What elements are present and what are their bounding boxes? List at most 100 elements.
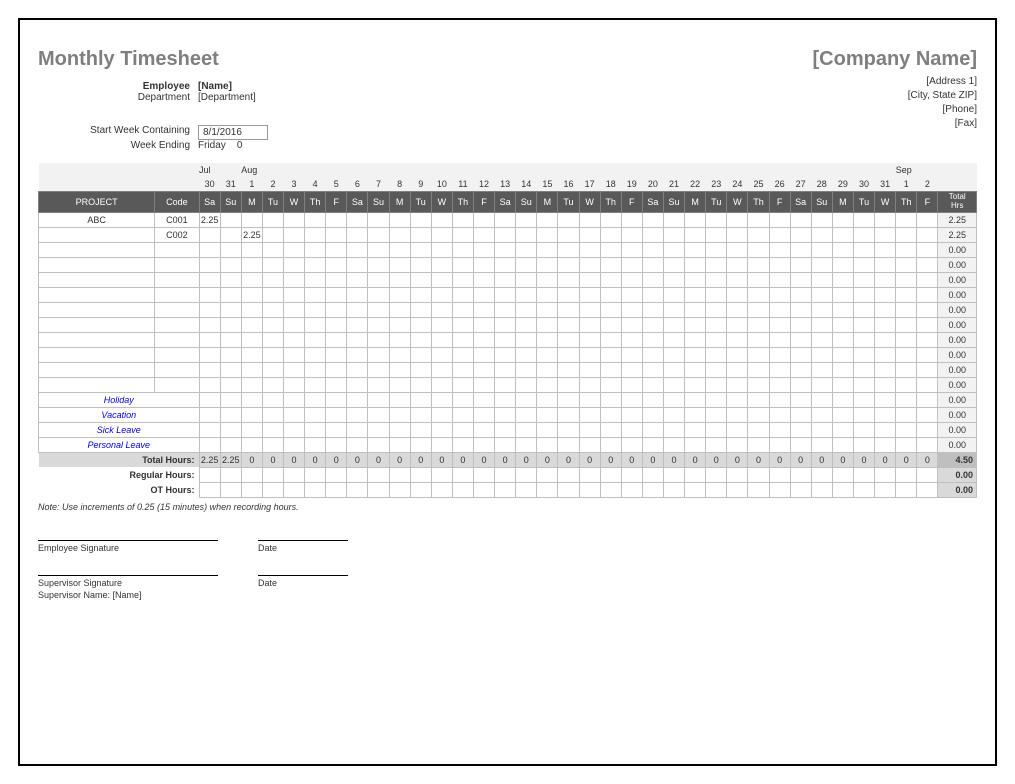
hour-cell[interactable] (727, 422, 748, 437)
hour-cell[interactable] (600, 317, 621, 332)
hour-cell[interactable] (241, 422, 262, 437)
ot-day-cell[interactable] (727, 482, 748, 497)
hour-cell[interactable] (473, 392, 494, 407)
regular-day-cell[interactable] (410, 467, 431, 482)
project-cell[interactable] (39, 332, 155, 347)
hour-cell[interactable] (663, 407, 684, 422)
hour-cell[interactable] (875, 422, 896, 437)
hour-cell[interactable] (431, 347, 452, 362)
hour-cell[interactable] (262, 392, 283, 407)
department-value[interactable]: [Department] (198, 92, 256, 103)
hour-cell[interactable] (305, 317, 326, 332)
hour-cell[interactable] (410, 272, 431, 287)
code-cell[interactable] (155, 257, 199, 272)
hour-cell[interactable] (410, 302, 431, 317)
ot-day-cell[interactable] (452, 482, 473, 497)
supervisor-name-value[interactable]: [Name] (113, 590, 142, 600)
hour-cell[interactable] (621, 362, 642, 377)
hour-cell[interactable] (811, 407, 832, 422)
hour-cell[interactable] (537, 362, 558, 377)
hour-cell[interactable] (832, 272, 853, 287)
hour-cell[interactable] (368, 302, 389, 317)
hour-cell[interactable] (790, 437, 811, 452)
regular-day-cell[interactable] (600, 467, 621, 482)
hour-cell[interactable] (663, 242, 684, 257)
hour-cell[interactable] (241, 212, 262, 227)
hour-cell[interactable] (896, 272, 917, 287)
hour-cell[interactable] (790, 392, 811, 407)
hour-cell[interactable] (685, 437, 706, 452)
project-cell[interactable] (39, 362, 155, 377)
hour-cell[interactable] (389, 422, 410, 437)
hour-cell[interactable] (410, 242, 431, 257)
regular-day-cell[interactable] (305, 467, 326, 482)
hour-cell[interactable] (284, 242, 305, 257)
ot-day-cell[interactable] (347, 482, 368, 497)
hour-cell[interactable] (220, 227, 241, 242)
ot-day-cell[interactable] (241, 482, 262, 497)
hour-cell[interactable] (621, 302, 642, 317)
hour-cell[interactable] (473, 287, 494, 302)
hour-cell[interactable] (220, 392, 241, 407)
hour-cell[interactable] (748, 257, 769, 272)
hour-cell[interactable] (706, 362, 727, 377)
hour-cell[interactable] (452, 212, 473, 227)
hour-cell[interactable] (706, 242, 727, 257)
hour-cell[interactable] (284, 317, 305, 332)
hour-cell[interactable] (896, 347, 917, 362)
hour-cell[interactable] (537, 437, 558, 452)
hour-cell[interactable] (769, 407, 790, 422)
hour-cell[interactable] (896, 302, 917, 317)
hour-cell[interactable] (642, 422, 663, 437)
hour-cell[interactable] (853, 272, 874, 287)
hour-cell[interactable] (347, 347, 368, 362)
hour-cell[interactable] (389, 212, 410, 227)
hour-cell[interactable] (748, 422, 769, 437)
hour-cell[interactable] (431, 437, 452, 452)
hour-cell[interactable] (896, 287, 917, 302)
hour-cell[interactable] (495, 227, 516, 242)
code-cell[interactable] (155, 332, 199, 347)
ot-day-cell[interactable] (473, 482, 494, 497)
hour-cell[interactable] (220, 212, 241, 227)
hour-cell[interactable] (811, 317, 832, 332)
hour-cell[interactable] (473, 212, 494, 227)
hour-cell[interactable] (790, 272, 811, 287)
hour-cell[interactable] (262, 347, 283, 362)
hour-cell[interactable] (199, 377, 220, 392)
hour-cell[interactable] (241, 377, 262, 392)
hour-cell[interactable] (473, 362, 494, 377)
hour-cell[interactable] (347, 392, 368, 407)
hour-cell[interactable] (262, 332, 283, 347)
hour-cell[interactable] (727, 392, 748, 407)
hour-cell[interactable] (220, 437, 241, 452)
hour-cell[interactable] (790, 317, 811, 332)
hour-cell[interactable] (579, 227, 600, 242)
hour-cell[interactable] (326, 257, 347, 272)
hour-cell[interactable] (326, 287, 347, 302)
hour-cell[interactable] (832, 347, 853, 362)
code-cell[interactable] (155, 362, 199, 377)
hour-cell[interactable] (431, 287, 452, 302)
hour-cell[interactable] (727, 362, 748, 377)
hour-cell[interactable] (368, 377, 389, 392)
hour-cell[interactable] (769, 212, 790, 227)
hour-cell[interactable] (368, 437, 389, 452)
hour-cell[interactable] (537, 272, 558, 287)
code-cell[interactable]: C001 (155, 212, 199, 227)
hour-cell[interactable] (347, 287, 368, 302)
hour-cell[interactable] (706, 317, 727, 332)
hour-cell[interactable] (326, 407, 347, 422)
hour-cell[interactable] (663, 422, 684, 437)
hour-cell[interactable] (832, 257, 853, 272)
hour-cell[interactable] (199, 347, 220, 362)
hour-cell[interactable] (495, 287, 516, 302)
hour-cell[interactable] (495, 242, 516, 257)
hour-cell[interactable] (284, 392, 305, 407)
regular-day-cell[interactable] (853, 467, 874, 482)
hour-cell[interactable] (642, 242, 663, 257)
hour-cell[interactable] (284, 332, 305, 347)
hour-cell[interactable] (495, 317, 516, 332)
hour-cell[interactable] (896, 422, 917, 437)
hour-cell[interactable] (326, 227, 347, 242)
